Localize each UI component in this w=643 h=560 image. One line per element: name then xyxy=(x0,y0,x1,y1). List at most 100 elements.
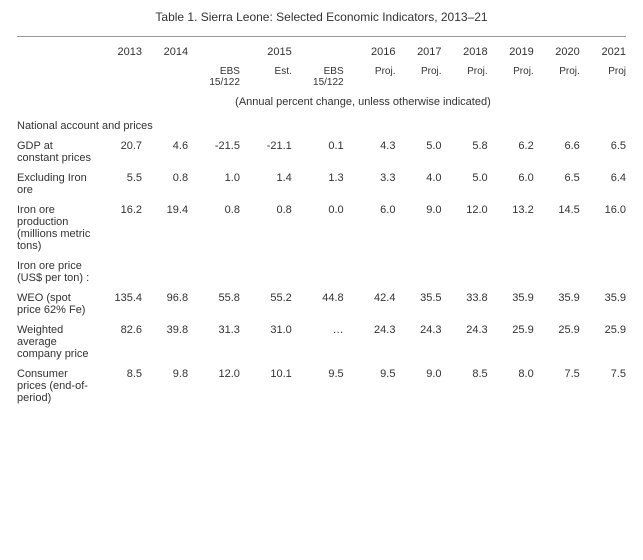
cell: 6.2 xyxy=(490,136,536,168)
table-row: Consumer prices (end-of-period) 8.5 9.8 … xyxy=(15,364,628,408)
cell: 19.4 xyxy=(144,200,190,256)
cell: 35.9 xyxy=(536,288,582,320)
table-title: Table 1. Sierra Leone: Selected Economic… xyxy=(15,10,628,32)
cell: 9.0 xyxy=(397,364,443,408)
year-cell: 2016 xyxy=(294,42,398,62)
cell: 24.3 xyxy=(346,320,398,364)
subheader-cell: Proj xyxy=(582,62,628,92)
cell: 25.9 xyxy=(536,320,582,364)
subheader-cell: Proj. xyxy=(346,62,398,92)
cell: 6.6 xyxy=(536,136,582,168)
cell: 0.8 xyxy=(144,168,190,200)
cell: 24.3 xyxy=(397,320,443,364)
cell: 20.7 xyxy=(98,136,144,168)
cell: 0.0 xyxy=(294,200,346,256)
cell: 16.0 xyxy=(582,200,628,256)
cell: 14.5 xyxy=(536,200,582,256)
cell: 5.5 xyxy=(98,168,144,200)
year-cell: 2018 xyxy=(444,42,490,62)
cell: 31.0 xyxy=(242,320,294,364)
cell: 55.8 xyxy=(190,288,242,320)
section-row: National account and prices xyxy=(15,114,628,136)
cell: 10.1 xyxy=(242,364,294,408)
cell: 7.5 xyxy=(536,364,582,408)
subheader-cell: Proj. xyxy=(536,62,582,92)
subheader-cell: Proj. xyxy=(490,62,536,92)
cell: 82.6 xyxy=(98,320,144,364)
header-rule xyxy=(17,36,626,38)
subheader-cell: Proj. xyxy=(444,62,490,92)
subheader-cell: Proj. xyxy=(397,62,443,92)
subheader-row: EBS 15/122 Est. EBS 15/122 Proj. Proj. P… xyxy=(15,62,628,92)
subheader-cell: EBS 15/122 xyxy=(190,62,242,92)
cell: 5.0 xyxy=(397,136,443,168)
cell: 1.0 xyxy=(190,168,242,200)
subheader-cell: EBS 15/122 xyxy=(294,62,346,92)
cell: 0.8 xyxy=(190,200,242,256)
row-label: Iron ore price (US$ per ton) : xyxy=(15,256,98,288)
cell: -21.5 xyxy=(190,136,242,168)
year-cell: 2019 xyxy=(490,42,536,62)
cell: 6.5 xyxy=(536,168,582,200)
table-row: Iron ore production (millions metric ton… xyxy=(15,200,628,256)
cell: 6.5 xyxy=(582,136,628,168)
row-label: Excluding Iron ore xyxy=(15,168,98,200)
row-label: GDP at constant prices xyxy=(15,136,98,168)
cell: 55.2 xyxy=(242,288,294,320)
cell: 31.3 xyxy=(190,320,242,364)
cell: 1.3 xyxy=(294,168,346,200)
year-cell: 2020 xyxy=(536,42,582,62)
cell: 5.0 xyxy=(444,168,490,200)
year-cell: 2015 xyxy=(190,42,294,62)
year-cell: 2013 xyxy=(98,42,144,62)
cell: 16.2 xyxy=(98,200,144,256)
cell: 4.3 xyxy=(346,136,398,168)
cell: 9.5 xyxy=(294,364,346,408)
cell: 9.0 xyxy=(397,200,443,256)
row-label: WEO (spot price 62% Fe) xyxy=(15,288,98,320)
cell: 35.9 xyxy=(582,288,628,320)
cell: 3.3 xyxy=(346,168,398,200)
table-row: Iron ore price (US$ per ton) : xyxy=(15,256,628,288)
year-header-row: 2013 2014 2015 2016 2017 2018 2019 2020 … xyxy=(15,42,628,62)
cell: 9.8 xyxy=(144,364,190,408)
row-label: Iron ore production (millions metric ton… xyxy=(15,200,98,256)
subheader-cell xyxy=(98,62,144,92)
cell: 6.0 xyxy=(490,168,536,200)
cell: 8.0 xyxy=(490,364,536,408)
subheader-cell: Est. xyxy=(242,62,294,92)
note-text: (Annual percent change, unless otherwise… xyxy=(98,92,628,114)
indicators-table: 2013 2014 2015 2016 2017 2018 2019 2020 … xyxy=(15,32,628,408)
section-label: National account and prices xyxy=(15,114,628,136)
cell: 44.8 xyxy=(294,288,346,320)
cell: 6.4 xyxy=(582,168,628,200)
cell: 135.4 xyxy=(98,288,144,320)
table-row: Excluding Iron ore 5.5 0.8 1.0 1.4 1.3 3… xyxy=(15,168,628,200)
cell: 5.8 xyxy=(444,136,490,168)
cell: 96.8 xyxy=(144,288,190,320)
cell: 42.4 xyxy=(346,288,398,320)
cell: 24.3 xyxy=(444,320,490,364)
cell: 4.6 xyxy=(144,136,190,168)
cell: -21.1 xyxy=(242,136,294,168)
cell: … xyxy=(294,320,346,364)
cell: 0.1 xyxy=(294,136,346,168)
cell: 8.5 xyxy=(98,364,144,408)
note-row: (Annual percent change, unless otherwise… xyxy=(15,92,628,114)
cell: 12.0 xyxy=(190,364,242,408)
table-row: Weighted average company price 82.6 39.8… xyxy=(15,320,628,364)
year-cell: 2021 xyxy=(582,42,628,62)
cell: 35.5 xyxy=(397,288,443,320)
table-row: WEO (spot price 62% Fe) 135.4 96.8 55.8 … xyxy=(15,288,628,320)
cell: 8.5 xyxy=(444,364,490,408)
cell: 25.9 xyxy=(490,320,536,364)
year-cell: 2014 xyxy=(144,42,190,62)
cell: 4.0 xyxy=(397,168,443,200)
cell: 9.5 xyxy=(346,364,398,408)
table-row: GDP at constant prices 20.7 4.6 -21.5 -2… xyxy=(15,136,628,168)
cell: 39.8 xyxy=(144,320,190,364)
cell: 7.5 xyxy=(582,364,628,408)
cell: 13.2 xyxy=(490,200,536,256)
row-label: Consumer prices (end-of-period) xyxy=(15,364,98,408)
cell: 6.0 xyxy=(346,200,398,256)
